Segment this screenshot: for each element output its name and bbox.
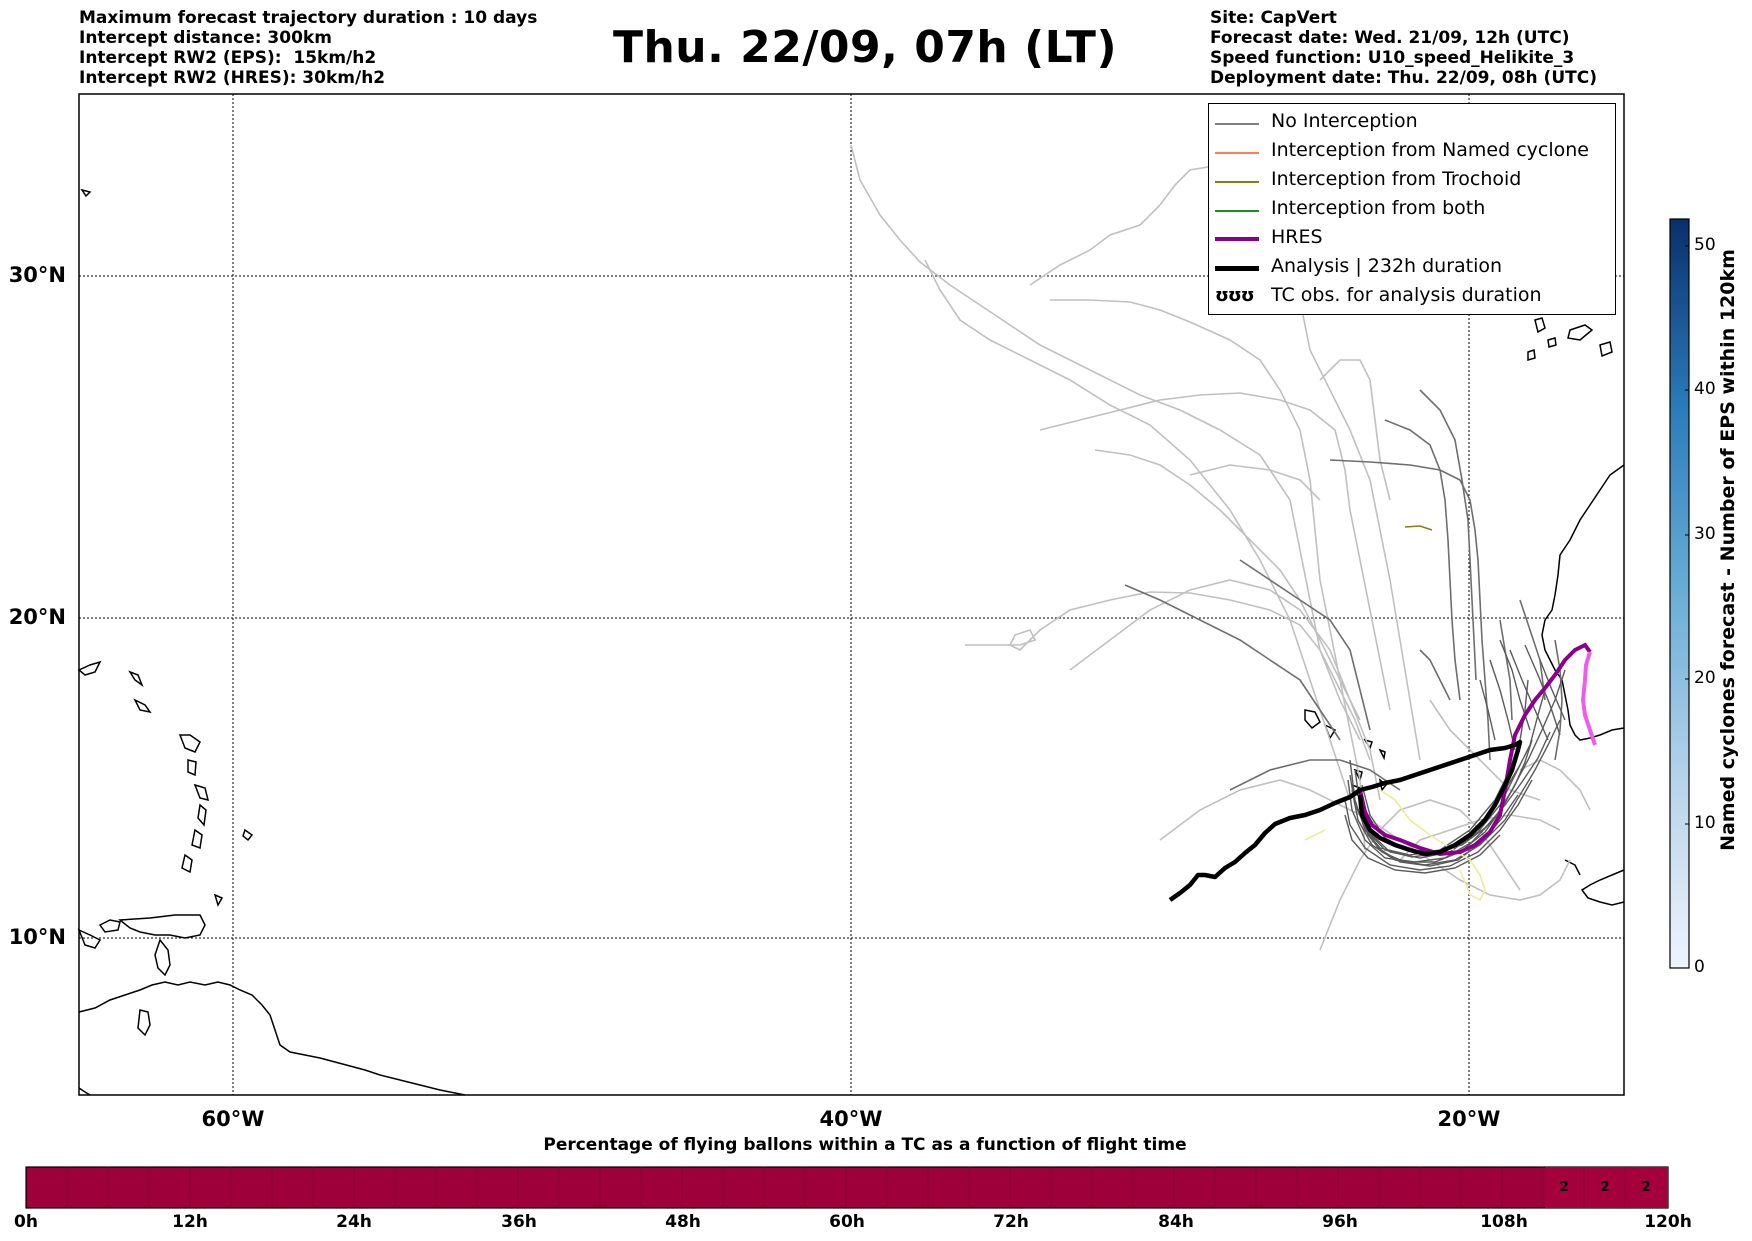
- hour-label: 0h: [14, 1212, 38, 1232]
- info-left-line: Intercept RW2 (HRES): 30km/h2: [79, 68, 386, 88]
- legend-label: TC obs. for analysis duration: [1271, 284, 1542, 306]
- info-right-line: Forecast date: Wed. 21/09, 12h (UTC): [1210, 28, 1570, 48]
- legend-item-named-cyclone: Interception from Named cyclone: [1209, 138, 1615, 167]
- info-left-line: Intercept RW2 (EPS): 15km/h2: [79, 48, 377, 68]
- trajectories-light: [850, 144, 1591, 951]
- hour-label: 24h: [336, 1212, 372, 1232]
- page-title: Thu. 22/09, 07h (LT): [612, 22, 1118, 73]
- trajectories-trochoid: [1304, 789, 1486, 902]
- legend-item-analysis: Analysis | 232h duration: [1209, 254, 1615, 283]
- legend-label: Interception from both: [1271, 197, 1486, 219]
- lat-label: 10°N: [8, 925, 66, 949]
- legend: No Interception Interception from Named …: [1208, 103, 1616, 315]
- hres-track-end: [1580, 651, 1597, 746]
- percentage-bar: [25, 1166, 1669, 1209]
- info-left-line: Maximum forecast trajectory duration : 1…: [79, 8, 538, 28]
- coastline-africa: [1304, 317, 1625, 906]
- legend-swatch: [1215, 181, 1259, 183]
- hres-track: [1358, 642, 1592, 857]
- tc-obs-icon: ʊʊʊ: [1215, 285, 1255, 306]
- hour-label: 84h: [1158, 1212, 1194, 1232]
- colorbar-tick-label: 40: [1694, 379, 1716, 399]
- colorbar-tick-label: 50: [1694, 235, 1716, 255]
- coastline-americas: [77, 188, 466, 1096]
- colorbar-tick-label: 20: [1694, 668, 1716, 688]
- legend-swatch: [1215, 210, 1259, 212]
- trajectories-dark: [1124, 389, 1563, 791]
- hour-label: 120h: [1644, 1212, 1692, 1232]
- legend-label: Analysis | 232h duration: [1271, 255, 1503, 277]
- info-right-line: Site: CapVert: [1210, 8, 1337, 28]
- colorbar-tick-label: 30: [1694, 524, 1716, 544]
- percentage-bar-title: Percentage of flying ballons within a TC…: [543, 1135, 1187, 1155]
- info-left-line: Intercept distance: 300km: [79, 28, 332, 48]
- hour-label: 12h: [172, 1212, 208, 1232]
- legend-item-tc-obs: ʊʊʊ TC obs. for analysis duration: [1209, 283, 1615, 312]
- lon-label: 20°W: [1437, 1107, 1501, 1131]
- info-left: Maximum forecast trajectory duration : 1…: [79, 8, 537, 88]
- percentage-value: 2: [1559, 1180, 1569, 1195]
- hour-label: 108h: [1480, 1212, 1528, 1232]
- gridlines: [79, 94, 1624, 1095]
- info-right: Site: CapVert Forecast date: Wed. 21/09,…: [1210, 8, 1597, 88]
- lon-label: 40°W: [819, 1107, 883, 1131]
- percentage-bar-last-cells: [1545, 1167, 1668, 1208]
- legend-swatch: [1215, 266, 1259, 271]
- analysis-track: [1168, 739, 1523, 902]
- legend-item-no-interception: No Interception: [1209, 109, 1615, 138]
- hour-label: 72h: [993, 1212, 1029, 1232]
- legend-item-hres: HRES: [1209, 225, 1615, 254]
- hour-label: 60h: [829, 1212, 865, 1232]
- legend-swatch: [1215, 237, 1259, 241]
- trochoid-segment: [1404, 525, 1433, 531]
- colorbar-tick-label: 10: [1694, 813, 1716, 833]
- percentage-value: 2: [1641, 1180, 1651, 1195]
- colorbar-label-text: Named cyclones forecast - Number of EPS …: [1717, 249, 1739, 851]
- hour-label: 96h: [1322, 1212, 1358, 1232]
- info-right-line: Speed function: U10_speed_Helikite_3: [1210, 48, 1575, 68]
- legend-swatch: [1215, 152, 1259, 154]
- percentage-bar-cell-dividers: [66, 1167, 1626, 1208]
- legend-label: No Interception: [1271, 110, 1418, 132]
- colorbar-tick-label: 0: [1694, 957, 1705, 977]
- hour-label: 36h: [501, 1212, 537, 1232]
- legend-label: Interception from Named cyclone: [1271, 139, 1589, 161]
- legend-label: HRES: [1271, 226, 1323, 248]
- hour-label: 48h: [665, 1212, 701, 1232]
- info-right-line: Deployment date: Thu. 22/09, 08h (UTC): [1210, 68, 1597, 88]
- lon-label: 60°W: [201, 1107, 265, 1131]
- legend-item-trochoid: Interception from Trochoid: [1209, 167, 1615, 196]
- colorbar: [1669, 218, 1690, 969]
- percentage-value: 2: [1600, 1180, 1610, 1195]
- legend-swatch: [1215, 123, 1259, 125]
- legend-label: Interception from Trochoid: [1271, 168, 1522, 190]
- legend-item-both: Interception from both: [1209, 196, 1615, 225]
- lat-label: 30°N: [8, 263, 66, 287]
- lat-label: 20°N: [8, 605, 66, 629]
- colorbar-ticks: [1685, 245, 1689, 969]
